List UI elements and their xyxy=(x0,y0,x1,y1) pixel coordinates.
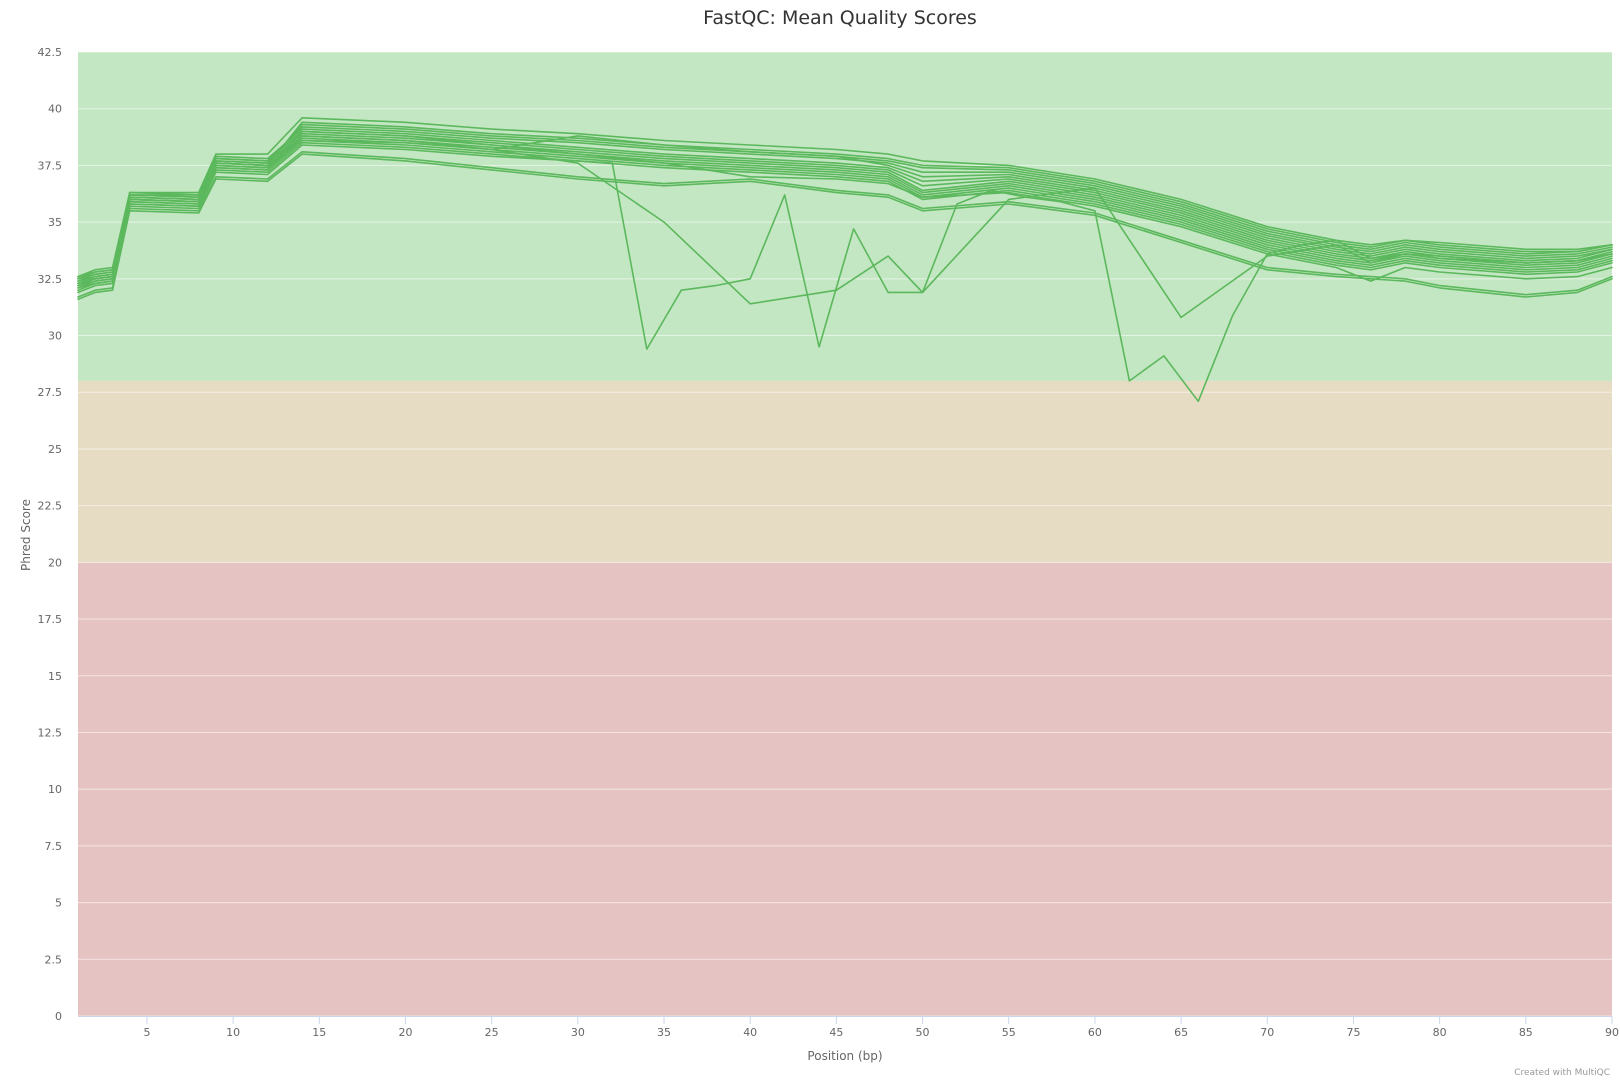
gridlines xyxy=(78,51,1612,1017)
x-tick-label: 50 xyxy=(916,1026,930,1039)
y-axis-label: Phred Score xyxy=(19,499,33,571)
y-tick-label: 35 xyxy=(48,216,62,229)
y-tick-label: 0 xyxy=(55,1010,62,1023)
series-line-14 xyxy=(77,130,1613,287)
series-line-outlier xyxy=(77,144,1613,403)
series-line-1 xyxy=(77,153,1613,301)
y-tick-label: 2.5 xyxy=(45,953,63,966)
y-tick-label: 27.5 xyxy=(38,386,63,399)
series-line-2 xyxy=(77,151,1613,298)
series-line-13 xyxy=(77,117,1613,278)
y-tick-label: 10 xyxy=(48,783,62,796)
y-tick-label: 37.5 xyxy=(38,159,63,172)
x-tick-label: 25 xyxy=(485,1026,499,1039)
x-axis-label: Position (bp) xyxy=(807,1049,882,1063)
y-tick-label: 15 xyxy=(48,670,62,683)
x-tick-label: 40 xyxy=(743,1026,757,1039)
band-good xyxy=(78,52,1612,381)
band-warn xyxy=(78,380,1612,563)
y-tick-label: 32.5 xyxy=(38,273,63,286)
x-tick-label: 30 xyxy=(571,1026,585,1039)
x-tick-label: 85 xyxy=(1519,1026,1533,1039)
x-tick-label: 80 xyxy=(1433,1026,1447,1039)
y-tick-label: 12.5 xyxy=(38,726,63,739)
x-tick-label: 55 xyxy=(1002,1026,1016,1039)
y-tick-label: 40 xyxy=(48,103,62,116)
y-tick-label: 5 xyxy=(55,897,62,910)
y-tick-label: 25 xyxy=(48,443,62,456)
series-line-9 xyxy=(77,128,1613,278)
x-tick-label: 60 xyxy=(1088,1026,1102,1039)
chart-title: FastQC: Mean Quality Scores xyxy=(703,7,977,29)
x-tick-label: 90 xyxy=(1605,1026,1619,1039)
y-tick-label: 20 xyxy=(48,556,62,569)
y-tick-label: 30 xyxy=(48,330,62,343)
x-tick-label: 70 xyxy=(1260,1026,1274,1039)
x-tick-label: 15 xyxy=(312,1026,326,1039)
x-tick-label: 45 xyxy=(829,1026,843,1039)
x-tick-label: 35 xyxy=(657,1026,671,1039)
y-tick-label: 7.5 xyxy=(45,840,63,853)
y-tick-label: 22.5 xyxy=(38,500,63,513)
x-tick-label: 20 xyxy=(398,1026,412,1039)
y-tick-label: 42.5 xyxy=(38,46,63,59)
credit-label: Created with MultiQC xyxy=(1514,1068,1610,1078)
x-tick-label: 65 xyxy=(1174,1026,1188,1039)
x-tick-label: 75 xyxy=(1346,1026,1360,1039)
series-lines xyxy=(77,117,1613,403)
x-tick-label: 10 xyxy=(226,1026,240,1039)
axes: 0 2.5 5 7.5 10 12.5 15 17.5 20 22.5 25 27.5 30 32.5 35… xyxy=(38,46,1620,1039)
series-line-10 xyxy=(77,126,1613,280)
quality-bands xyxy=(78,52,1612,1016)
series-line-15 xyxy=(77,135,1613,285)
y-tick-label: 17.5 xyxy=(38,613,63,626)
x-tick-label: 5 xyxy=(143,1026,150,1039)
